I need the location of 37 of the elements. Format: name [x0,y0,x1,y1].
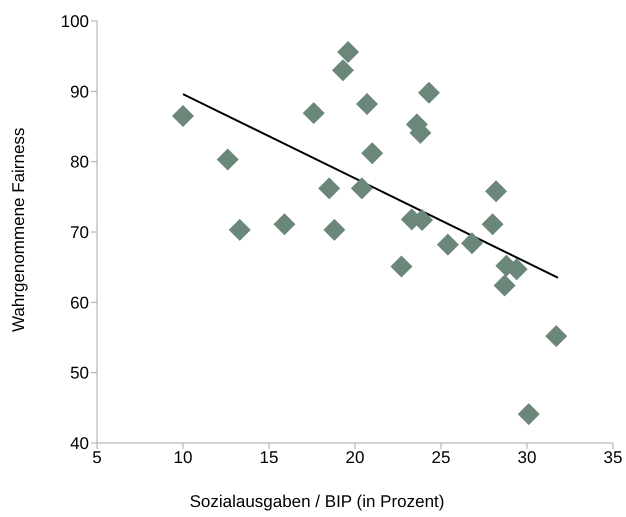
point [482,213,504,236]
point [273,213,296,236]
y-axis-title: Wahrgenommene Fairness [9,128,28,332]
y-tick-label: 70 [70,223,89,242]
x-axis-title: Sozialausgaben / BIP (in Prozent) [190,492,444,511]
y-tick-label: 100 [60,12,89,32]
point [216,148,239,171]
point [172,104,194,127]
point [545,325,568,348]
point [228,218,251,241]
point [356,92,378,115]
point [332,59,354,82]
x-tick-label: 30 [518,448,536,468]
point [337,40,360,63]
x-tick-label: 15 [260,448,278,468]
point [436,234,459,256]
point [390,255,412,278]
point [518,403,540,426]
point [485,180,508,202]
point [361,142,384,164]
point [494,274,516,296]
point [318,177,340,200]
x-tick-label: 35 [604,448,622,468]
point [460,232,483,254]
point [350,177,373,200]
x-tick-label: 10 [174,448,192,468]
y-tick-label: 60 [70,293,89,312]
x-tick-label: 5 [92,448,102,468]
x-tick-label: 20 [346,448,364,468]
y-tick-label: 50 [70,364,89,383]
y-tick-label: 80 [70,152,89,172]
x-tick-label: 25 [432,448,450,468]
y-tick-label: 40 [70,434,89,454]
point [418,82,440,104]
point [323,218,346,241]
point [302,102,325,124]
y-tick-label: 90 [70,82,89,102]
